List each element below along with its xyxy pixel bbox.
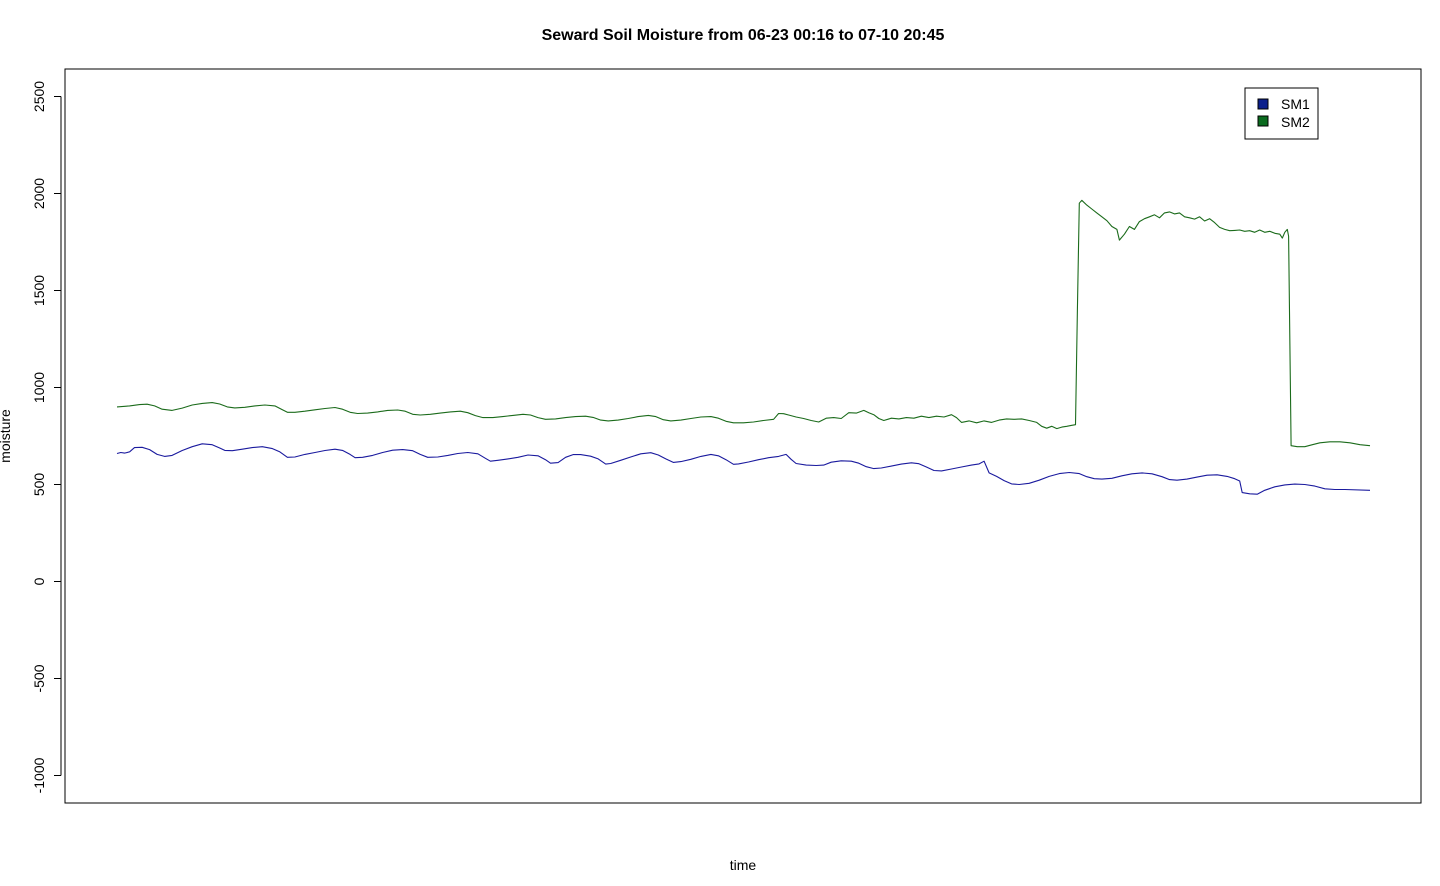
legend-label-sm2: SM2 xyxy=(1281,114,1310,130)
y-tick-label: 2000 xyxy=(31,178,47,209)
y-axis-label: moisture xyxy=(0,409,13,463)
legend-swatch-sm2 xyxy=(1257,115,1269,127)
plot-frame xyxy=(64,68,1422,804)
y-tick-label: -1000 xyxy=(31,757,47,793)
y-tick-label: 2500 xyxy=(31,81,47,112)
y-tick-label: 1500 xyxy=(31,275,47,306)
y-tick-label: 500 xyxy=(31,473,47,497)
y-tick-label: -500 xyxy=(31,664,47,692)
legend-swatch-sm1 xyxy=(1257,98,1269,110)
legend-label-sm1: SM1 xyxy=(1281,96,1310,112)
y-tick-label: 1000 xyxy=(31,372,47,403)
y-tick-label: 0 xyxy=(31,577,47,585)
series-layer xyxy=(116,199,1371,495)
x-axis-label: time xyxy=(730,857,757,873)
series-line-sm1 xyxy=(116,443,1371,495)
legend: SM1 SM2 xyxy=(1244,87,1319,140)
legend-box xyxy=(1244,87,1319,140)
chart-title: Seward Soil Moisture from 06-23 00:16 to… xyxy=(542,27,945,44)
series-line-sm2 xyxy=(116,199,1371,448)
y-axis: -1000 -500 0 500 1000 1500 2000 2500 xyxy=(31,81,62,793)
